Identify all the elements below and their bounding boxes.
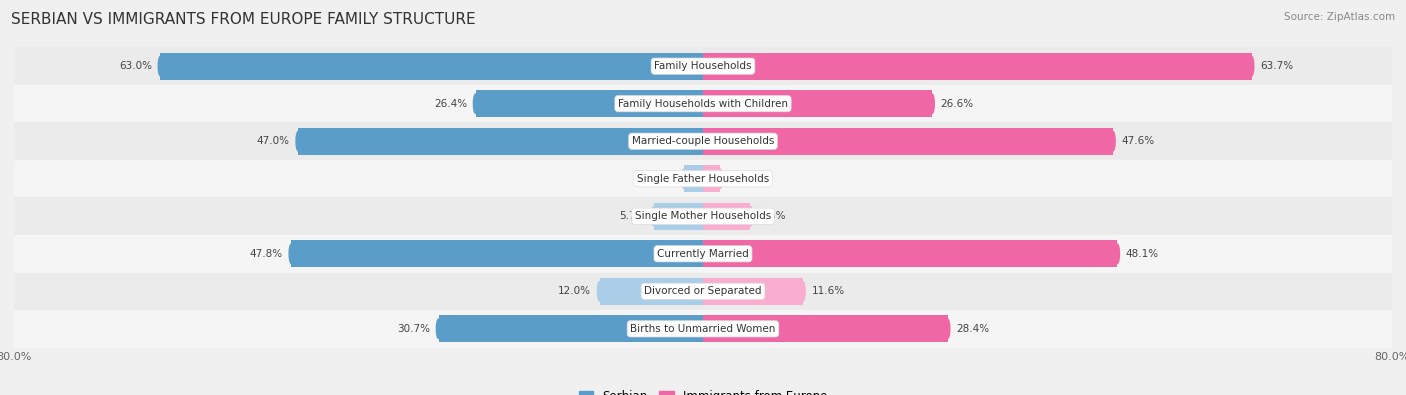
Bar: [703, 53, 1251, 80]
Text: 26.4%: 26.4%: [434, 99, 467, 109]
Circle shape: [718, 169, 723, 188]
Bar: [703, 203, 751, 230]
Text: 47.6%: 47.6%: [1122, 136, 1154, 146]
Text: Source: ZipAtlas.com: Source: ZipAtlas.com: [1284, 12, 1395, 22]
Circle shape: [1115, 244, 1119, 263]
Text: 2.2%: 2.2%: [650, 174, 675, 184]
Bar: [298, 128, 703, 155]
Circle shape: [682, 169, 686, 188]
Circle shape: [474, 94, 478, 113]
Circle shape: [945, 319, 950, 339]
Text: 63.0%: 63.0%: [120, 61, 152, 71]
Legend: Serbian, Immigrants from Europe: Serbian, Immigrants from Europe: [574, 385, 832, 395]
Text: 26.6%: 26.6%: [941, 99, 974, 109]
Bar: [439, 315, 703, 342]
Circle shape: [436, 319, 441, 339]
Text: 28.4%: 28.4%: [956, 324, 990, 334]
Text: 30.7%: 30.7%: [396, 324, 430, 334]
Text: Births to Unmarried Women: Births to Unmarried Women: [630, 324, 776, 334]
Text: Currently Married: Currently Married: [657, 249, 749, 259]
Text: Family Households with Children: Family Households with Children: [619, 99, 787, 109]
Bar: [703, 128, 1114, 155]
Bar: [475, 90, 703, 117]
Bar: [703, 90, 932, 117]
Bar: [14, 310, 1392, 348]
Bar: [14, 122, 1392, 160]
Circle shape: [651, 207, 657, 226]
Bar: [14, 47, 1392, 85]
Circle shape: [929, 94, 935, 113]
Bar: [685, 165, 703, 192]
Text: 5.5%: 5.5%: [759, 211, 786, 221]
Circle shape: [800, 282, 806, 301]
Text: 63.7%: 63.7%: [1260, 61, 1294, 71]
Circle shape: [159, 56, 163, 76]
Bar: [654, 203, 703, 230]
Bar: [703, 278, 803, 305]
Bar: [291, 240, 703, 267]
Text: 12.0%: 12.0%: [558, 286, 591, 296]
Text: 11.6%: 11.6%: [811, 286, 845, 296]
Bar: [14, 85, 1392, 122]
Bar: [14, 273, 1392, 310]
Text: 47.8%: 47.8%: [250, 249, 283, 259]
Text: 2.0%: 2.0%: [728, 174, 755, 184]
Text: 47.0%: 47.0%: [257, 136, 290, 146]
Bar: [703, 165, 720, 192]
Bar: [703, 315, 948, 342]
Text: Family Households: Family Households: [654, 61, 752, 71]
Text: Married-couple Households: Married-couple Households: [631, 136, 775, 146]
Text: SERBIAN VS IMMIGRANTS FROM EUROPE FAMILY STRUCTURE: SERBIAN VS IMMIGRANTS FROM EUROPE FAMILY…: [11, 12, 475, 27]
Text: 48.1%: 48.1%: [1126, 249, 1159, 259]
Circle shape: [1111, 132, 1115, 151]
Bar: [599, 278, 703, 305]
Bar: [14, 198, 1392, 235]
Bar: [14, 160, 1392, 198]
Circle shape: [290, 244, 294, 263]
Text: 5.7%: 5.7%: [619, 211, 645, 221]
Circle shape: [297, 132, 301, 151]
Text: Divorced or Separated: Divorced or Separated: [644, 286, 762, 296]
Text: Single Father Households: Single Father Households: [637, 174, 769, 184]
Bar: [14, 235, 1392, 273]
Circle shape: [598, 282, 602, 301]
Bar: [703, 240, 1118, 267]
Text: Single Mother Households: Single Mother Households: [636, 211, 770, 221]
Circle shape: [1250, 56, 1254, 76]
Circle shape: [748, 207, 752, 226]
Bar: [160, 53, 703, 80]
